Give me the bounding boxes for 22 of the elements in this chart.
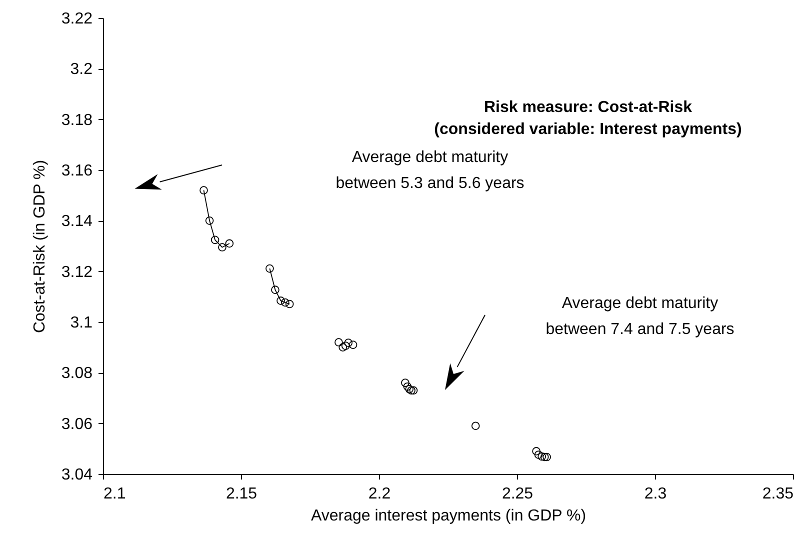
x-tick-label: 2.3 [644,486,667,502]
annotation: Average debt maturity between 7.4 and 7.5 years [546,295,734,338]
x-tick-label: 2.35 [762,486,794,502]
text: (considered variable: Interest payments) [434,121,742,138]
y-tick-label: 3.1 [70,314,93,332]
y-tick-label: 3.12 [61,264,93,281]
text: Risk measure: Cost-at-Risk [484,99,692,116]
y-tick-label: 3.16 [61,162,93,180]
y-tick-label: 3.18 [61,112,93,129]
annotation: Average debt maturity between 5.3 and 5.6 years [336,149,524,192]
x-tick-label: 2.25 [502,486,534,502]
x-tick-label: 2.2 [368,486,391,502]
y-axis-title: Cost-at-Risk (in GDP %) [31,160,48,334]
x-tick-label: 2.1 [104,486,126,502]
y-tick-label: 3.08 [61,365,93,382]
y-tick-label: 3.06 [61,416,93,433]
y-tick-label: 3.04 [61,466,93,484]
y-tick-label: 3.2 [70,61,93,78]
y-tick-label: 3.22 [61,10,93,28]
x-tick-label: 2.15 [226,486,258,502]
x-axis-title: Average interest payments (in GDP %) [310,508,586,524]
y-tick-label: 3.14 [61,213,93,230]
